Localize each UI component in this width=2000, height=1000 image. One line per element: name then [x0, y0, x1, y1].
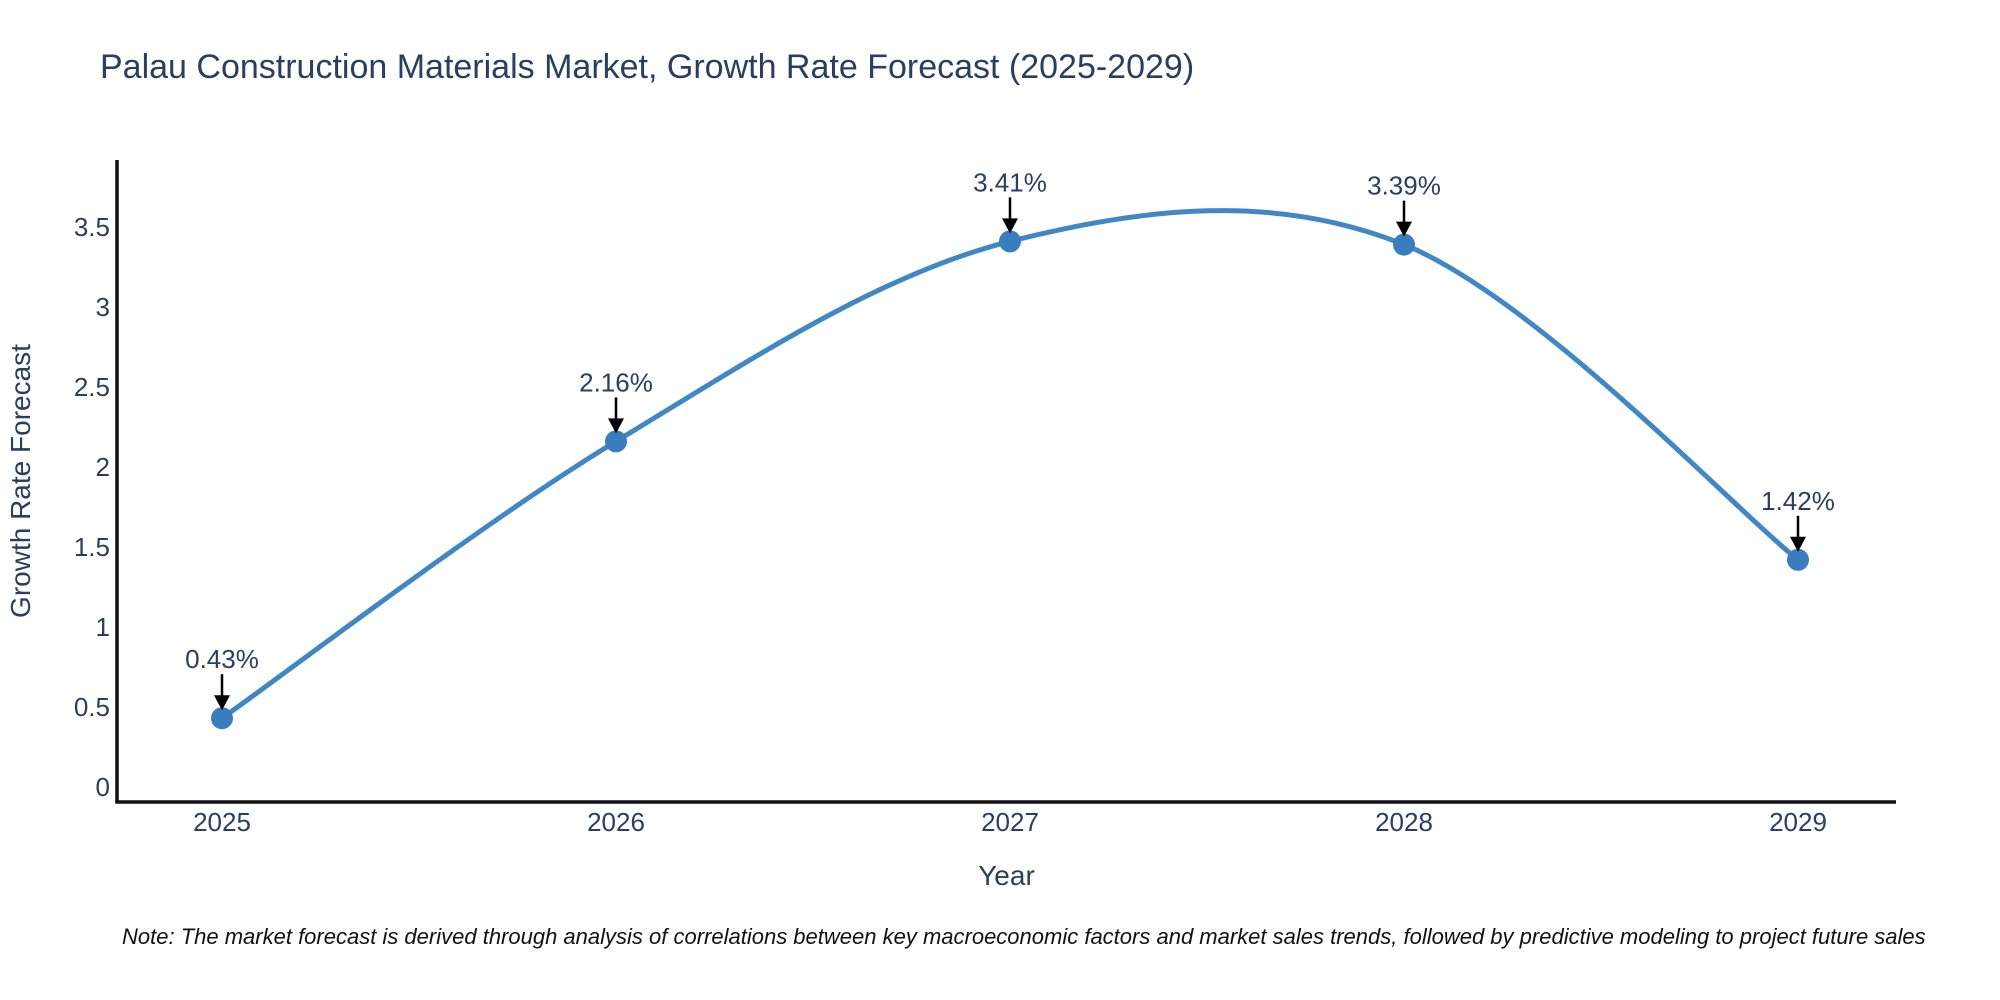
annotation-arrowhead-2028	[1396, 221, 1412, 237]
point-label-2027: 3.41%	[973, 167, 1047, 197]
x-tick-label-2025: 2025	[193, 807, 251, 837]
x-tick-label-2029: 2029	[1769, 807, 1827, 837]
y-tick-label-1.5: 1.5	[74, 532, 110, 562]
y-tick-label-2.5: 2.5	[74, 372, 110, 402]
y-tick-label-0: 0	[96, 772, 110, 802]
annotation-arrowhead-2026	[608, 418, 624, 434]
chart-title: Palau Construction Materials Market, Gro…	[100, 48, 1195, 86]
annotation-arrowhead-2025	[214, 695, 230, 711]
y-tick-label-3.5: 3.5	[74, 212, 110, 242]
data-point-2028[interactable]	[1393, 233, 1415, 256]
y-tick-label-0.5: 0.5	[74, 692, 110, 722]
point-label-2029: 1.42%	[1761, 486, 1835, 516]
point-label-2026: 2.16%	[579, 367, 653, 397]
y-axis-title: Growth Rate Forecast	[5, 344, 36, 618]
y-tick-label-1: 1	[96, 612, 110, 642]
data-point-2026[interactable]	[605, 430, 627, 453]
x-tick-label-2028: 2028	[1375, 807, 1433, 837]
data-point-2027[interactable]	[999, 230, 1021, 253]
footnote: Note: The market forecast is derived thr…	[122, 924, 1926, 949]
data-point-2029[interactable]	[1787, 548, 1809, 571]
annotation-arrowhead-2029	[1790, 536, 1806, 552]
x-tick-label-2026: 2026	[587, 807, 645, 837]
point-label-2028: 3.39%	[1367, 171, 1441, 201]
x-axis-title: Year	[978, 860, 1035, 891]
data-point-2025[interactable]	[211, 707, 233, 730]
x-tick-label-2027: 2027	[981, 807, 1039, 837]
y-tick-label-2: 2	[96, 452, 110, 482]
annotation-arrowhead-2027	[1002, 218, 1018, 234]
trend-line	[219, 208, 1801, 721]
point-label-2025: 0.43%	[185, 644, 259, 674]
y-tick-label-3: 3	[96, 292, 110, 322]
